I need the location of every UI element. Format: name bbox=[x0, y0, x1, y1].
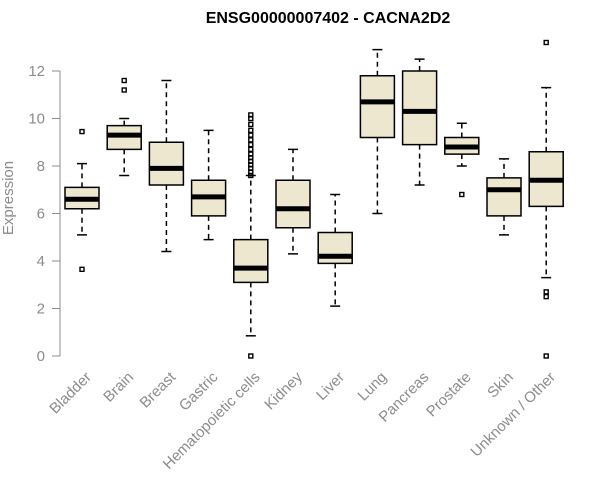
iqr-box bbox=[275, 179, 311, 229]
outlier-point bbox=[79, 128, 85, 135]
outlier-point bbox=[121, 77, 127, 84]
y-axis: 0 2 4 6 8 10 12 bbox=[28, 63, 61, 365]
outlier-point bbox=[248, 137, 254, 143]
outlier-point bbox=[121, 87, 127, 93]
x-tick-label: Breast bbox=[137, 368, 180, 411]
y-tick-label: 2 bbox=[37, 301, 45, 318]
outlier-point bbox=[248, 112, 254, 118]
box-brain bbox=[106, 77, 142, 177]
x-tick-label: Skin bbox=[484, 369, 517, 402]
y-tick-label: 0 bbox=[37, 348, 45, 365]
outlier-point bbox=[248, 353, 254, 359]
y-tick-label: 10 bbox=[28, 111, 45, 128]
y-tick-label: 6 bbox=[37, 206, 45, 223]
iqr-box bbox=[148, 141, 185, 186]
outlier-point bbox=[543, 289, 549, 295]
outlier-point bbox=[248, 132, 254, 138]
outlier-point bbox=[459, 191, 465, 198]
box-series bbox=[64, 39, 564, 359]
box-kidney bbox=[275, 148, 311, 255]
chart-title: ENSG00000007402 - CACNA2D2 bbox=[206, 10, 451, 27]
x-tick-label: Kidney bbox=[261, 368, 306, 413]
box-unknown-other bbox=[528, 39, 564, 359]
x-tick-label: Brain bbox=[100, 369, 137, 406]
box-skin bbox=[486, 158, 522, 236]
x-tick-label: Lung bbox=[355, 369, 391, 405]
outlier-point bbox=[248, 121, 254, 128]
box-breast bbox=[148, 79, 185, 253]
outlier-point bbox=[79, 266, 85, 273]
y-tick-label: 4 bbox=[37, 253, 45, 270]
y-tick-label: 12 bbox=[28, 63, 45, 80]
box-hematopoietic-cells bbox=[233, 112, 269, 359]
outlier-point bbox=[543, 353, 549, 359]
x-tick-label: Bladder bbox=[46, 369, 95, 418]
outlier-point bbox=[248, 146, 254, 153]
box-gastric bbox=[190, 129, 227, 241]
outlier-point bbox=[248, 127, 254, 134]
outlier-point bbox=[248, 151, 254, 157]
y-tick-label: 8 bbox=[37, 158, 45, 175]
iqr-box bbox=[233, 238, 269, 284]
outlier-point bbox=[543, 293, 549, 300]
x-tick-label: Prostate bbox=[423, 369, 475, 421]
iqr-box bbox=[401, 70, 438, 146]
y-axis-label: Expression bbox=[0, 161, 17, 235]
iqr-box bbox=[486, 177, 522, 217]
iqr-box bbox=[359, 75, 396, 139]
box-prostate bbox=[444, 122, 480, 198]
x-tick-label: Liver bbox=[313, 369, 348, 404]
box-lung bbox=[359, 48, 396, 215]
box-pancreas bbox=[401, 58, 438, 186]
outlier-point bbox=[248, 141, 254, 148]
outlier-point bbox=[543, 39, 549, 46]
box-bladder bbox=[64, 128, 100, 273]
box-liver bbox=[317, 193, 353, 307]
